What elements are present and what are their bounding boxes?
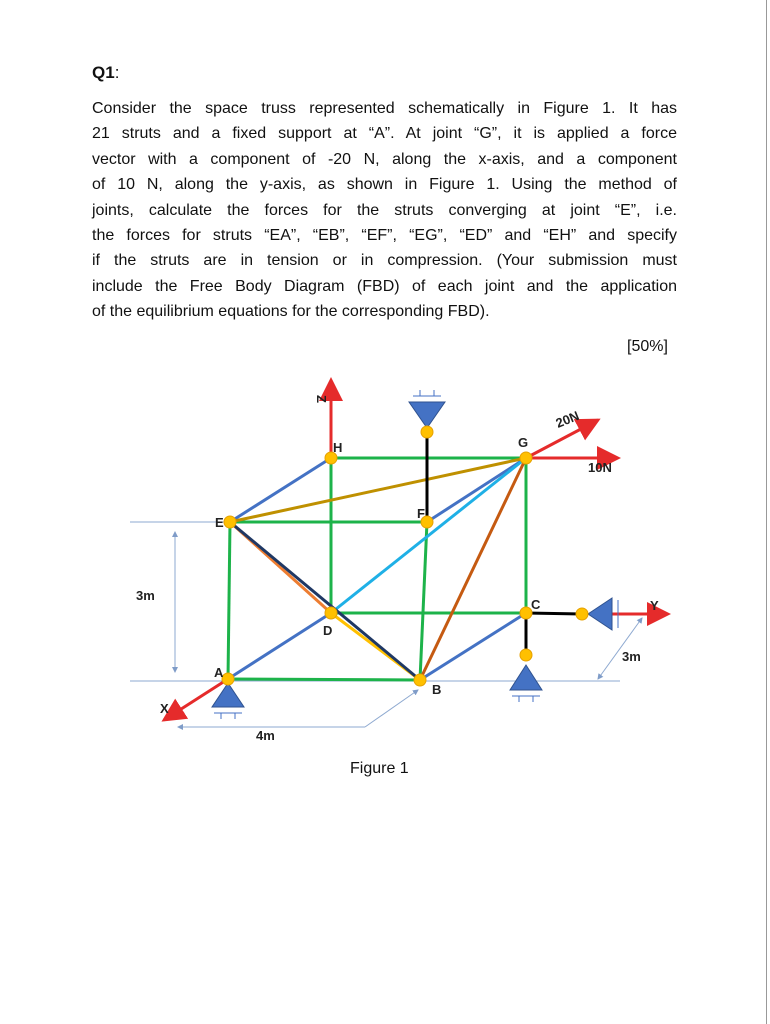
text-line: of 10 N, along the y-axis, as shown in F… — [92, 176, 677, 194]
supports — [211, 401, 613, 708]
dimension-label: 3m — [622, 649, 641, 664]
axis-label: X — [160, 701, 169, 716]
force-label: 10N — [588, 460, 612, 475]
page-border — [766, 0, 767, 1024]
text-line: the forces for struts “EA”, “EB”, “EF”, … — [92, 227, 677, 245]
dimension-lines — [130, 521, 643, 730]
text-line: if the struts are in tension or in compr… — [92, 252, 677, 270]
support-hatching — [214, 390, 619, 719]
joint-label: C — [531, 597, 541, 612]
dimension-label: 4m — [256, 728, 275, 743]
joints — [221, 425, 589, 687]
dimension-label: 3m — [136, 588, 155, 603]
joint-label: H — [333, 440, 342, 455]
struts — [226, 432, 583, 682]
joint-label: D — [323, 623, 332, 638]
text-line: Consider the space truss represented sch… — [92, 100, 677, 117]
joint-label: G — [518, 435, 528, 450]
question-label: Q1 — [92, 63, 115, 82]
joint-label: E — [215, 515, 224, 530]
axis-label: Z — [314, 395, 329, 403]
text-line: include the Free Body Diagram (FBD) of e… — [92, 277, 677, 295]
text-line: joints, calculate the forces for the str… — [92, 201, 677, 219]
force-label: 20N — [554, 408, 582, 431]
question-suffix: : — [114, 63, 120, 82]
question-heading: Q1: — [92, 63, 119, 83]
figure-caption: Figure 1 — [350, 760, 409, 777]
joint-label: F — [417, 506, 425, 521]
question-text: Consider the space truss represented sch… — [92, 96, 677, 325]
text-line: of the equilibrium equations for the cor… — [92, 303, 490, 321]
axes-and-forces — [161, 377, 671, 722]
joint-label: A — [214, 665, 224, 680]
mark-weight: [50%] — [627, 338, 668, 355]
joint-label: B — [432, 682, 441, 697]
text-line: 21 struts and a fixed support at “A”. At… — [92, 125, 677, 143]
text-line: vector with a component of -20 N, along … — [92, 150, 677, 168]
axis-label: Y — [650, 598, 659, 613]
